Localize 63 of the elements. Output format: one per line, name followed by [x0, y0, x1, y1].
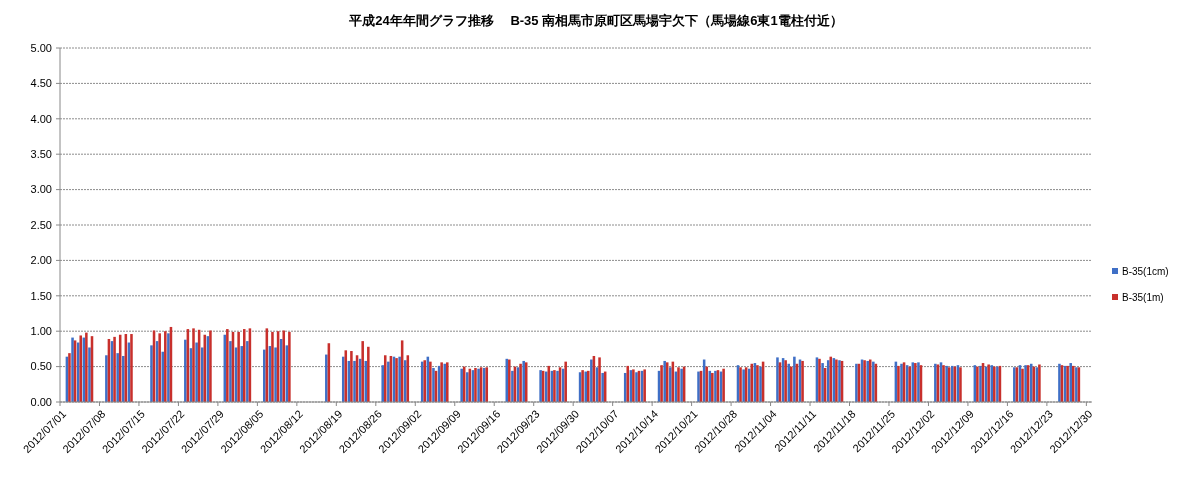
bar: [88, 347, 91, 402]
y-tick-label: 4.50: [30, 77, 52, 90]
bar: [243, 329, 246, 402]
bar: [158, 333, 161, 402]
bar: [200, 347, 204, 402]
bar: [246, 341, 249, 402]
bar: [381, 365, 384, 402]
bar: [598, 357, 601, 402]
bar: [195, 342, 198, 402]
bar: [776, 357, 779, 402]
bar: [288, 331, 291, 402]
bar: [237, 331, 240, 402]
bar: [660, 365, 663, 402]
y-tick-label: 2.50: [30, 218, 52, 231]
y-tick-label: 1.50: [30, 289, 52, 302]
bar: [705, 366, 708, 402]
y-tick-label: 1.00: [30, 325, 52, 338]
y-tick-label: 3.50: [30, 148, 52, 161]
y-tick-label: 3.00: [30, 183, 52, 196]
bar: [229, 341, 232, 402]
bar: [325, 354, 328, 402]
bar: [282, 330, 286, 402]
bar: [130, 334, 133, 402]
bar: [350, 351, 353, 402]
bar: [341, 356, 345, 402]
y-tick-label: 5.00: [30, 41, 52, 54]
bar: [263, 349, 266, 402]
bar: [353, 360, 356, 402]
bar: [626, 365, 630, 402]
bar: [821, 363, 824, 402]
bar: [564, 361, 567, 402]
bar: [748, 368, 751, 402]
chart-title: 平成24年年間グラフ推移 B-35 南相馬市原町区馬場宇欠下（馬場線6東1電柱付近）: [348, 13, 843, 28]
bar: [466, 372, 469, 402]
bar: [122, 355, 125, 402]
bar: [85, 332, 88, 402]
bar: [429, 361, 432, 402]
legend-label: B-35(1m): [1122, 291, 1164, 303]
y-tick-label: 4.00: [30, 112, 52, 125]
bar: [240, 346, 243, 402]
bar: [79, 335, 82, 402]
bar: [209, 330, 212, 402]
bar: [669, 367, 672, 402]
bar: [113, 336, 116, 402]
bar: [105, 355, 108, 402]
legend-label: B-35(1cm): [1122, 265, 1169, 277]
bar: [271, 331, 274, 402]
y-tick-label: 0.50: [30, 360, 52, 373]
bar: [793, 356, 796, 402]
bar: [387, 361, 390, 402]
bar: [116, 353, 119, 402]
bar: [226, 329, 229, 402]
bar: [361, 341, 364, 402]
bar: [274, 347, 277, 402]
bar: [511, 370, 514, 402]
bar: [383, 355, 387, 402]
bar: [150, 345, 153, 402]
bar: [184, 339, 187, 402]
bar: [404, 360, 407, 402]
bar: [192, 328, 195, 402]
bar: [367, 346, 370, 402]
y-tick-label: 0.00: [30, 395, 52, 408]
y-tick-label: 2.00: [30, 254, 52, 267]
